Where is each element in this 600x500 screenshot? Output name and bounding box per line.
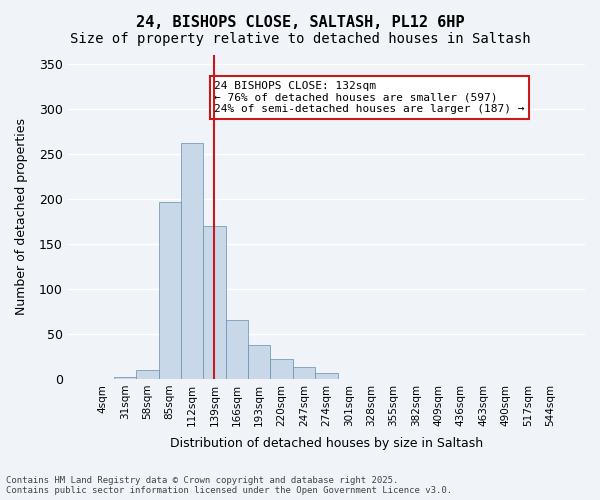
Text: 24 BISHOPS CLOSE: 132sqm
← 76% of detached houses are smaller (597)
24% of semi-: 24 BISHOPS CLOSE: 132sqm ← 76% of detach…	[214, 81, 525, 114]
Text: 24, BISHOPS CLOSE, SALTASH, PL12 6HP: 24, BISHOPS CLOSE, SALTASH, PL12 6HP	[136, 15, 464, 30]
Bar	[271, 359, 293, 379]
Bar	[181, 143, 203, 379]
Bar	[226, 320, 248, 379]
Bar	[136, 370, 158, 379]
Bar	[293, 367, 315, 379]
X-axis label: Distribution of detached houses by size in Saltash: Distribution of detached houses by size …	[170, 437, 483, 450]
Text: Size of property relative to detached houses in Saltash: Size of property relative to detached ho…	[70, 32, 530, 46]
Bar	[248, 344, 271, 379]
Bar	[203, 226, 226, 379]
Bar	[158, 202, 181, 379]
Text: Contains HM Land Registry data © Crown copyright and database right 2025.
Contai: Contains HM Land Registry data © Crown c…	[6, 476, 452, 495]
Bar	[114, 377, 136, 379]
Bar	[315, 372, 338, 379]
Y-axis label: Number of detached properties: Number of detached properties	[15, 118, 28, 316]
